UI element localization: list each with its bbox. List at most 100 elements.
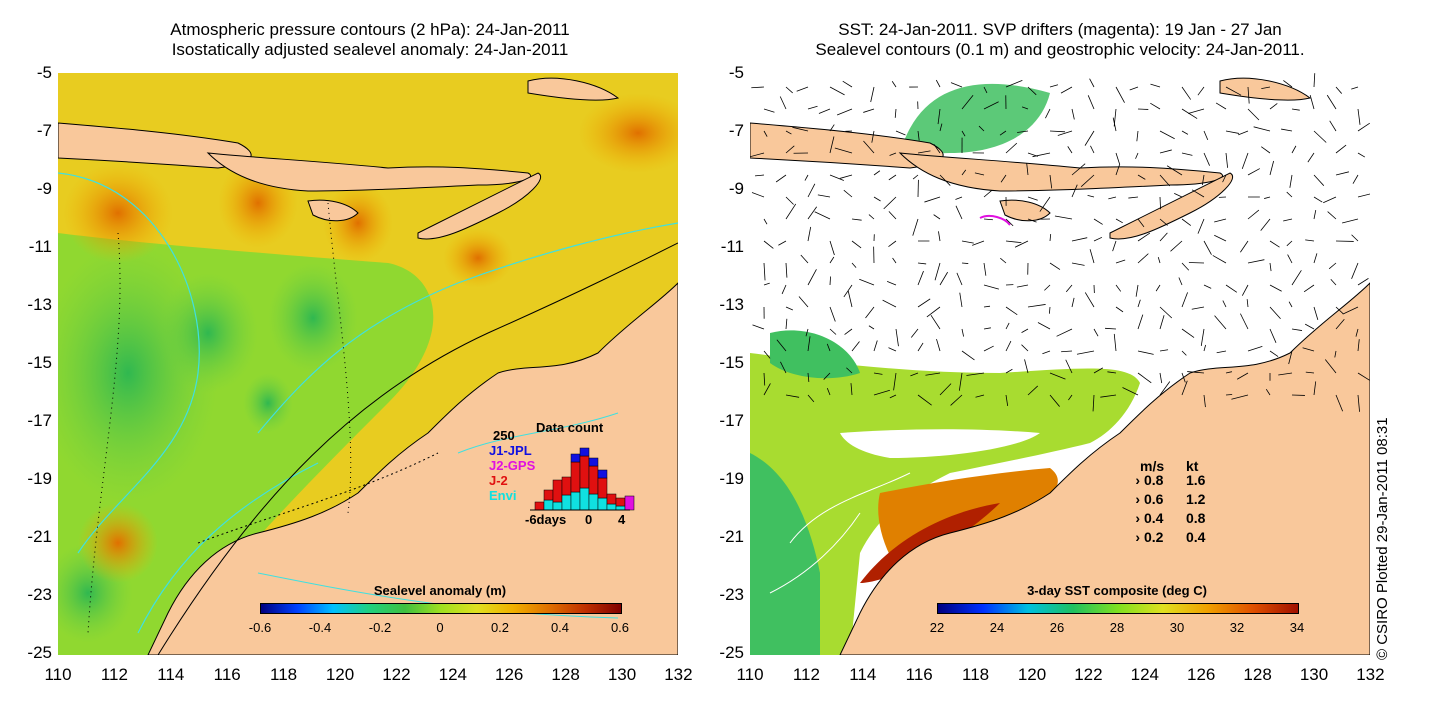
sealevel-colorbar-tick-label: 0.6 [610, 620, 630, 635]
velocity-arrow [752, 324, 765, 330]
velocity-arrow [785, 86, 793, 94]
velocity-arrow [1253, 126, 1271, 132]
velocity-arrow [1017, 130, 1029, 133]
cyan-contour [58, 172, 200, 554]
velocity-arrow [1115, 152, 1121, 165]
velocity-arrow [1137, 372, 1152, 384]
velocity-arrow [956, 272, 963, 286]
velocity-arrow [1159, 232, 1168, 242]
histogram-bar [543, 489, 554, 501]
velocity-arrow [1115, 86, 1125, 103]
right-y-tick-label: -7 [728, 121, 744, 140]
velocity-arrow [1159, 218, 1168, 226]
right-x-tick-label: 112 [792, 665, 820, 684]
velocity-arrow [1240, 240, 1249, 253]
velocity-arrow [1289, 174, 1293, 188]
velocity-arrow [1283, 218, 1293, 222]
velocity-arrow [1305, 239, 1315, 242]
sealevel-colorbar-tick-label: -0.6 [248, 620, 272, 635]
velocity-arrow [1241, 284, 1249, 296]
right-y-tick-label: -5 [728, 63, 744, 82]
velocity-arrow [925, 372, 941, 376]
velocity-arrow [1181, 108, 1198, 119]
velocity-arrow [1351, 262, 1359, 279]
velocity-arrow [1092, 394, 1095, 412]
velocity-arrow [1328, 262, 1337, 270]
velocity-arrow [1260, 218, 1271, 231]
velocity-arrow [1287, 254, 1293, 264]
velocity-arrow [1093, 236, 1103, 242]
velocity-arrow [805, 328, 809, 337]
sealevel-colorbar-tick-label: 0.4 [550, 620, 570, 635]
velocity-arrow [1137, 218, 1145, 228]
velocity-arrow [1264, 196, 1271, 199]
velocity-arrow [1269, 328, 1277, 343]
velocity-arrow [829, 124, 835, 132]
velocity-arrow [1056, 328, 1073, 337]
histogram-bar [588, 457, 599, 467]
velocity-arrow [1291, 328, 1303, 331]
velocity-arrow [1335, 306, 1344, 314]
velocity-arrow [1269, 306, 1281, 320]
velocity-arrow [817, 194, 831, 198]
velocity-arrow [1122, 387, 1139, 396]
histogram-bar [579, 447, 590, 457]
velocity-arrow [1313, 174, 1325, 186]
sealevel-colorbar [260, 603, 622, 614]
velocity-arrow [1313, 130, 1327, 143]
velocity-arrow [1181, 328, 1195, 338]
velocity-arrow [1357, 278, 1369, 286]
sst-colorbar-tick-label: 34 [1289, 620, 1305, 635]
velocity-arrow [1005, 340, 1012, 352]
velocity-arrow [917, 298, 931, 308]
velocity-arrow [863, 108, 875, 113]
velocity-arrow [868, 214, 875, 220]
left-title-line1: Atmospheric pressure contours (2 hPa): 2… [170, 20, 570, 39]
velocity-arrow [1027, 218, 1037, 223]
velocity-arrow [785, 130, 792, 135]
velocity-arrow [1191, 189, 1205, 198]
velocity-arrow [807, 226, 812, 242]
velocity-arrow [785, 262, 788, 278]
right-x-tick-label: 132 [1356, 665, 1385, 684]
anomaly-high-blob [443, 228, 513, 288]
velocity-arrow [1027, 86, 1037, 96]
left-x-tick-label: 114 [157, 665, 185, 684]
right-y-tick-label: -21 [719, 527, 744, 546]
velocity-arrow [1283, 80, 1293, 88]
velocity-arrow [1027, 304, 1046, 308]
velocity-arrow [1049, 262, 1061, 270]
velocity-arrow [1357, 394, 1360, 412]
velocity-arrow [779, 96, 787, 110]
anomaly-high-blob [578, 93, 678, 173]
velocity-arrow [1335, 86, 1343, 94]
geostrophic-velocity-field [750, 73, 1370, 412]
left-y-tick-label: -7 [36, 121, 52, 140]
right-y-tick-label: -15 [719, 353, 744, 372]
velocity-arrow [1225, 152, 1228, 168]
velocity-arrow [1291, 270, 1302, 286]
velocity-arrow [851, 218, 862, 221]
sealevel-colorbar-tick-label: -0.2 [368, 620, 392, 635]
velocity-arrow [1269, 240, 1280, 248]
velocity-arrow [846, 367, 853, 374]
velocity-arrow [798, 296, 809, 308]
left-x-tick-label: 110 [44, 665, 72, 684]
sst-patch-west [770, 330, 860, 379]
anomaly-high-blob [63, 163, 173, 263]
inset-legend-item: Envi [489, 488, 517, 503]
sst-colorbar [937, 603, 1299, 614]
velocity-arrow [1246, 299, 1249, 308]
velocity-arrow [894, 108, 897, 118]
velocity-arrow [814, 211, 831, 220]
cyan-contour [257, 222, 678, 434]
velocity-arrow [1159, 306, 1173, 319]
velocity-arrow [1159, 149, 1172, 154]
velocity-arrow [1108, 196, 1117, 200]
velocity-arrow [785, 394, 800, 398]
velocity-arrow [1159, 315, 1165, 330]
velocity-arrow [1044, 284, 1051, 291]
left-x-tick-label: 116 [213, 665, 241, 684]
left-y-tick-label: -25 [27, 643, 52, 662]
velocity-arrow [1188, 108, 1205, 114]
